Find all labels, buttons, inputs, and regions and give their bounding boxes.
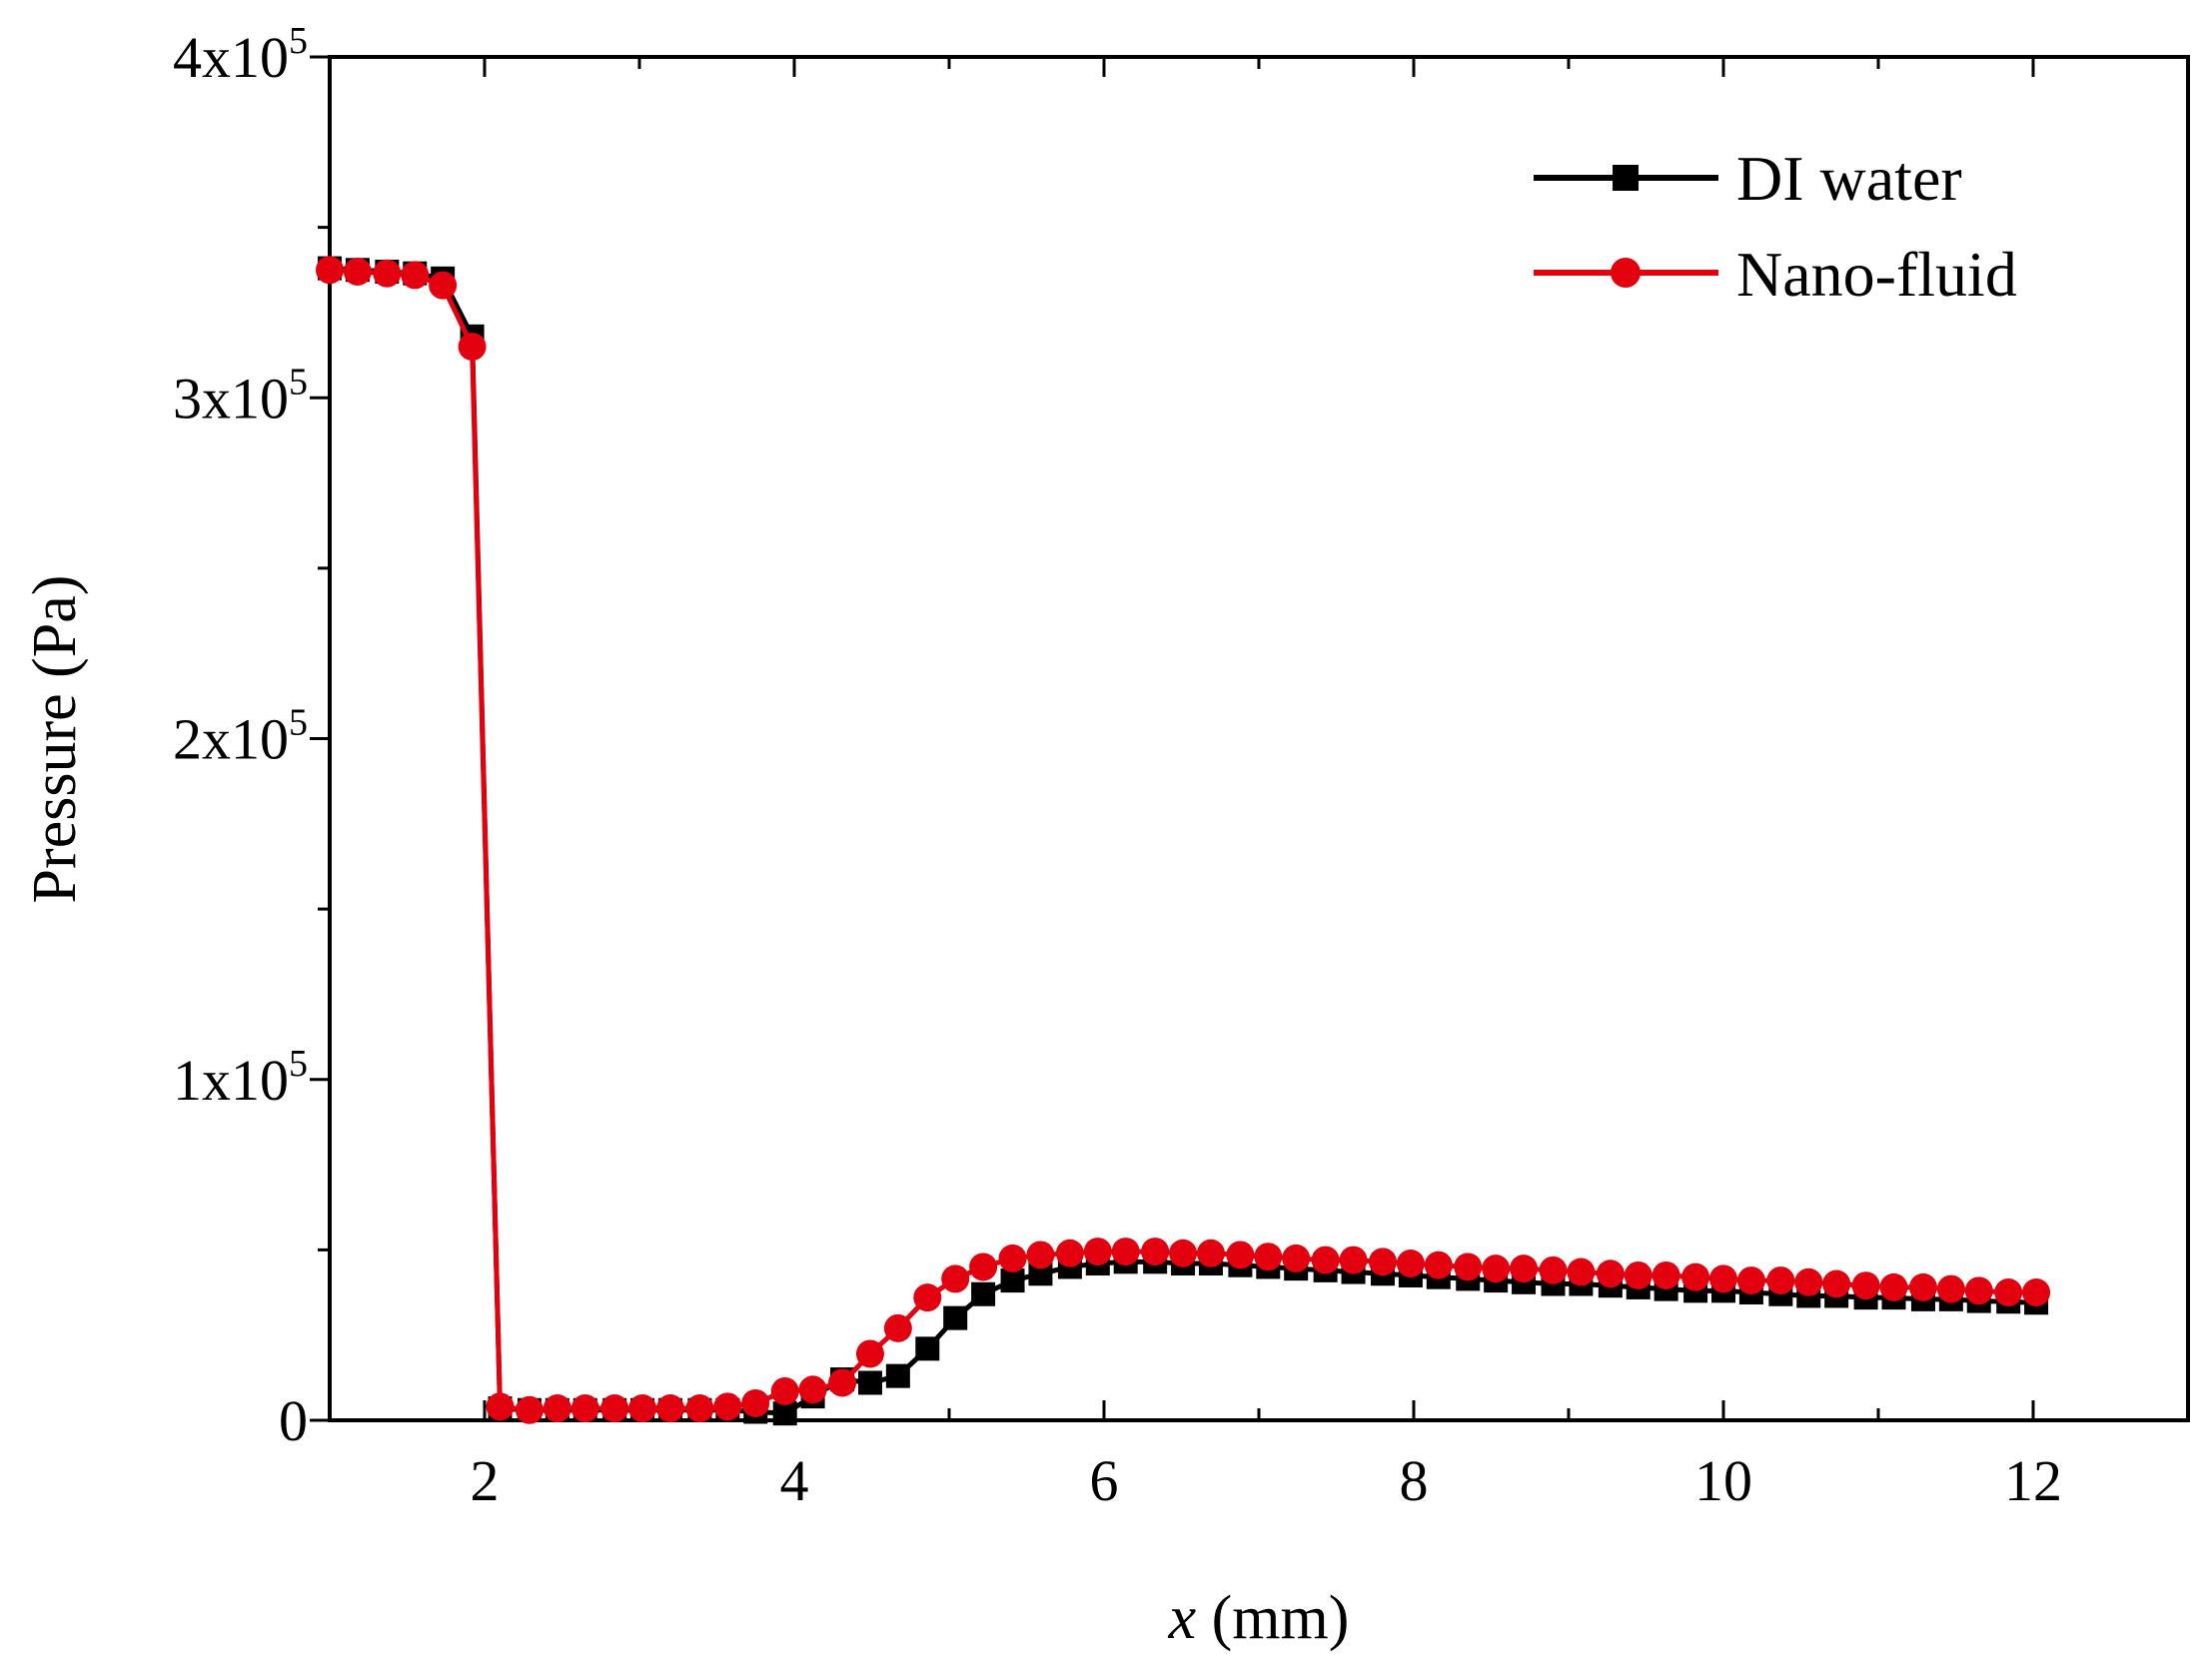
data-point-nano-fluid (600, 1394, 629, 1423)
legend-item-nano-fluid: Nano-fluid (1534, 239, 2017, 310)
data-point-nano-fluid (941, 1264, 970, 1293)
legend-label-nano-fluid: Nano-fluid (1736, 239, 2017, 310)
data-point-nano-fluid (798, 1375, 827, 1404)
data-point-nano-fluid (401, 261, 430, 290)
series-nano-fluid (316, 256, 2051, 1424)
data-point-nano-fluid (1994, 1278, 2023, 1307)
data-point-nano-fluid (1311, 1246, 1340, 1274)
data-point-nano-fluid (770, 1376, 799, 1405)
data-point-nano-fluid (1908, 1272, 1937, 1301)
data-point-nano-fluid (316, 256, 344, 285)
data-point-nano-fluid (1396, 1250, 1425, 1278)
data-point-nano-fluid (1369, 1248, 1397, 1276)
data-point-di-water (943, 1305, 968, 1330)
data-point-nano-fluid (1794, 1267, 1823, 1296)
data-point-nano-fluid (1539, 1255, 1568, 1284)
data-point-nano-fluid (486, 1392, 515, 1421)
x-axis-ticks (328, 57, 2190, 1420)
data-point-nano-fluid (1141, 1238, 1170, 1266)
data-point-nano-fluid (1254, 1243, 1283, 1271)
data-point-nano-fluid (458, 333, 487, 362)
data-point-nano-fluid (1226, 1241, 1255, 1269)
data-point-nano-fluid (713, 1392, 742, 1421)
data-point-nano-fluid (373, 259, 402, 288)
data-point-nano-fluid (1424, 1251, 1453, 1279)
data-point-di-water (1000, 1268, 1025, 1293)
y-tick-label: 4x105 (173, 20, 308, 90)
data-point-nano-fluid (1851, 1271, 1880, 1300)
data-point-nano-fluid (969, 1253, 998, 1281)
data-point-di-water (857, 1370, 882, 1395)
x-tick-label: 4 (780, 1448, 809, 1513)
data-point-nano-fluid (1339, 1246, 1368, 1274)
data-point-di-water (772, 1401, 797, 1426)
legend-item-di-water: DI water (1534, 143, 1962, 214)
data-point-nano-fluid (515, 1395, 544, 1424)
y-axis-title: Pressure (Pa) (21, 575, 89, 904)
data-point-di-water (885, 1363, 910, 1388)
data-point-nano-fluid (1766, 1266, 1795, 1295)
data-point-nano-fluid (543, 1394, 571, 1423)
y-axis-ticks (310, 55, 330, 1422)
data-point-nano-fluid (1083, 1238, 1112, 1266)
data-point-nano-fluid (2022, 1278, 2051, 1307)
data-point-nano-fluid (685, 1394, 714, 1423)
legend-marker-di-water (1613, 165, 1639, 191)
data-point-nano-fluid (855, 1339, 884, 1368)
data-point-nano-fluid (1652, 1260, 1680, 1289)
data-point-nano-fluid (1196, 1239, 1225, 1267)
data-point-nano-fluid (1111, 1238, 1140, 1266)
data-point-nano-fluid (1482, 1255, 1511, 1283)
data-point-nano-fluid (1936, 1274, 1965, 1303)
legend-label-di-water: DI water (1736, 143, 1962, 214)
data-point-nano-fluid (570, 1394, 599, 1423)
data-point-nano-fluid (1567, 1257, 1596, 1286)
data-point-nano-fluid (1681, 1262, 1710, 1291)
data-point-nano-fluid (1454, 1253, 1483, 1281)
x-tick-label: 8 (1400, 1448, 1429, 1513)
data-point-nano-fluid (628, 1394, 657, 1423)
data-point-nano-fluid (741, 1388, 770, 1417)
data-point-nano-fluid (1822, 1269, 1851, 1298)
data-point-nano-fluid (343, 257, 372, 286)
data-point-nano-fluid (828, 1368, 857, 1397)
y-axis-tick-labels: 0 1x105 2x105 3x105 4x105 (173, 20, 308, 1453)
y-tick-label: 3x105 (173, 361, 308, 430)
data-point-nano-fluid (1596, 1259, 1625, 1288)
data-point-nano-fluid (1879, 1272, 1908, 1301)
data-point-nano-fluid (1736, 1266, 1765, 1295)
x-tick-label: 2 (471, 1448, 500, 1513)
y-tick-label: 0 (279, 1388, 308, 1453)
data-point-nano-fluid (1624, 1260, 1653, 1289)
x-tick-label: 6 (1090, 1448, 1119, 1513)
data-point-nano-fluid (1169, 1239, 1198, 1267)
data-point-nano-fluid (429, 271, 458, 300)
data-point-nano-fluid (913, 1283, 942, 1312)
data-point-nano-fluid (1964, 1276, 1993, 1305)
data-point-nano-fluid (1510, 1255, 1539, 1283)
data-point-nano-fluid (883, 1313, 912, 1342)
x-tick-label: 12 (2004, 1448, 2062, 1513)
data-point-nano-fluid (1709, 1264, 1737, 1293)
data-point-nano-fluid (1282, 1244, 1311, 1272)
legend-marker-nano-fluid (1611, 258, 1641, 288)
data-point-di-water (971, 1281, 996, 1306)
data-point-nano-fluid (1055, 1239, 1084, 1267)
series-layer (316, 256, 2051, 1426)
data-point-nano-fluid (1026, 1241, 1055, 1269)
data-point-di-water (915, 1336, 940, 1361)
data-point-nano-fluid (656, 1394, 684, 1423)
x-axis-title: x (mm) (1168, 1584, 1350, 1652)
x-tick-label: 10 (1694, 1448, 1752, 1513)
legend: DI water Nano-fluid (1534, 143, 2017, 310)
y-tick-label: 2x105 (173, 702, 308, 772)
x-axis-tick-labels: 2 4 6 8 10 12 (471, 1448, 2063, 1513)
data-point-nano-fluid (998, 1244, 1027, 1272)
y-tick-label: 1x105 (173, 1043, 308, 1113)
series-line-nano-fluid (329, 267, 2037, 1413)
